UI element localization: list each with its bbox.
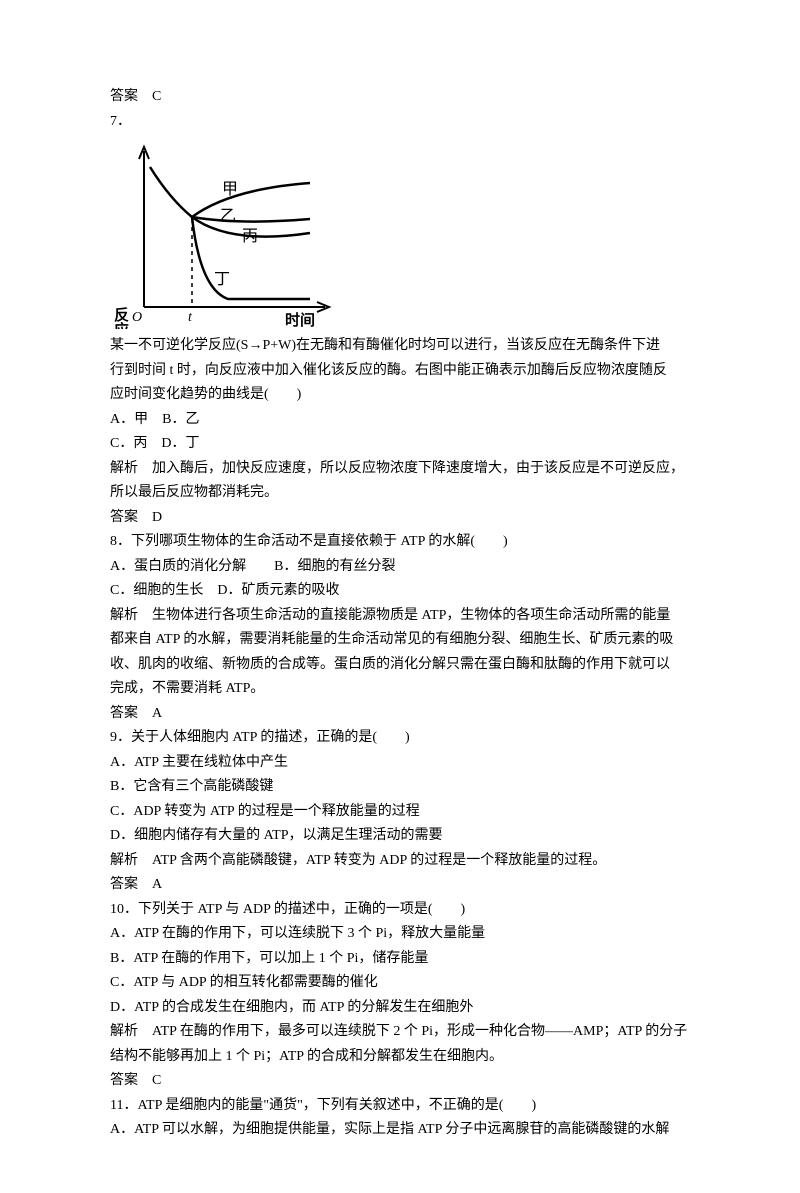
q10-answer: 答案 C [110, 1069, 690, 1094]
q7-stem-line2: 行到时间 t 时，向反应液中加入催化该反应的酶。右图中能正确表示加酶后反应物浓度… [110, 359, 690, 384]
q9-stem: 9．关于人体细胞内 ATP 的描述，正确的是( ) [110, 726, 690, 751]
q7-explain-2: 所以最后反应物都消耗完。 [110, 481, 690, 506]
label-bing: 丙 [242, 228, 258, 245]
q8-answer: 答案 A [110, 702, 690, 727]
initial-curve [150, 167, 192, 217]
q7-option-ab: A．甲 B．乙 [110, 408, 690, 433]
q7-option-cd: C．丙 D．丁 [110, 432, 690, 457]
curve-jia [192, 183, 310, 217]
q9-option-c: C．ADP 转变为 ATP 的过程是一个释放能量的过程 [110, 800, 690, 825]
q7-chart: O t 时间 反应物（S）浓度 甲 乙 丙 丁 [110, 139, 340, 329]
q9-option-b: B．它含有三个高能磷酸键 [110, 775, 690, 800]
q8-option-cd: C．细胞的生长 D．矿质元素的吸收 [110, 579, 690, 604]
q9-option-d: D．细胞内储存有大量的 ATP，以满足生理活动的需要 [110, 824, 690, 849]
prev-answer: 答案 C [110, 85, 690, 110]
origin-label: O [132, 310, 142, 325]
q11-option-a: A．ATP 可以水解，为细胞提供能量，实际上是指 ATP 分子中远离腺苷的高能磷… [110, 1118, 690, 1143]
q10-option-b: B．ATP 在酶的作用下，可以加上 1 个 Pi，储存能量 [110, 947, 690, 972]
q8-explain-3: 收、肌肉的收缩、新物质的合成等。蛋白质的消化分解只需在蛋白酶和肽酶的作用下就可以 [110, 653, 690, 678]
q7-stem-line1: 某一不可逆化学反应(S→P+W)在无酶和有酶催化时均可以进行，当该反应在无酶条件… [110, 334, 690, 359]
q8-stem: 8．下列哪项生物体的生命活动不是直接依赖于 ATP 的水解( ) [110, 530, 690, 555]
q9-explain: 解析 ATP 含两个高能磷酸键，ATP 转变为 ADP 的过程是一个释放能量的过… [110, 849, 690, 874]
q10-explain-1: 解析 ATP 在酶的作用下，最多可以连续脱下 2 个 Pi，形成一种化合物——A… [110, 1020, 690, 1045]
q9-option-a: A．ATP 主要在线粒体中产生 [110, 751, 690, 776]
q10-explain-2: 结构不能够再加上 1 个 Pi；ATP 的合成和分解都发生在细胞内。 [110, 1045, 690, 1070]
q11-stem: 11．ATP 是细胞内的能量"通货"，下列有关叙述中，不正确的是( ) [110, 1094, 690, 1119]
q7-stem-line3: 应时间变化趋势的曲线是( ) [110, 383, 690, 408]
q7-explain-1: 解析 加入酶后，加快反应速度，所以反应物浓度下降速度增大，由于该反应是不可逆反应… [110, 457, 690, 482]
label-yi: 乙 [220, 208, 236, 225]
q7-answer: 答案 D [110, 506, 690, 531]
label-jia: 甲 [222, 181, 238, 198]
q9-answer: 答案 A [110, 873, 690, 898]
q8-option-ab: A．蛋白质的消化分解 B．细胞的有丝分裂 [110, 555, 690, 580]
q8-explain-4: 完成，不需要消耗 ATP。 [110, 677, 690, 702]
q8-explain-1: 解析 生物体进行各项生命活动的直接能源物质是 ATP，生物体的各项生命活动所需的… [110, 604, 690, 629]
q10-option-d: D．ATP 的合成发生在细胞内，而 ATP 的分解发生在细胞外 [110, 996, 690, 1021]
x-axis-label: 时间 [285, 311, 315, 329]
t-label: t [188, 310, 193, 325]
q10-option-c: C．ATP 与 ADP 的相互转化都需要酶的催化 [110, 971, 690, 996]
q8-explain-2: 都来自 ATP 的水解，需要消耗能量的生命活动常见的有细胞分裂、细胞生长、矿质元… [110, 628, 690, 653]
q10-option-a: A．ATP 在酶的作用下，可以连续脱下 3 个 Pi，释放大量能量 [110, 922, 690, 947]
y-axis-label: 反应物（S）浓度 [112, 307, 130, 329]
label-ding: 丁 [214, 271, 230, 288]
q10-stem: 10．下列关于 ATP 与 ADP 的描述中，正确的一项是( ) [110, 898, 690, 923]
curve-yi [192, 217, 310, 222]
q7-number: 7． [110, 110, 690, 135]
